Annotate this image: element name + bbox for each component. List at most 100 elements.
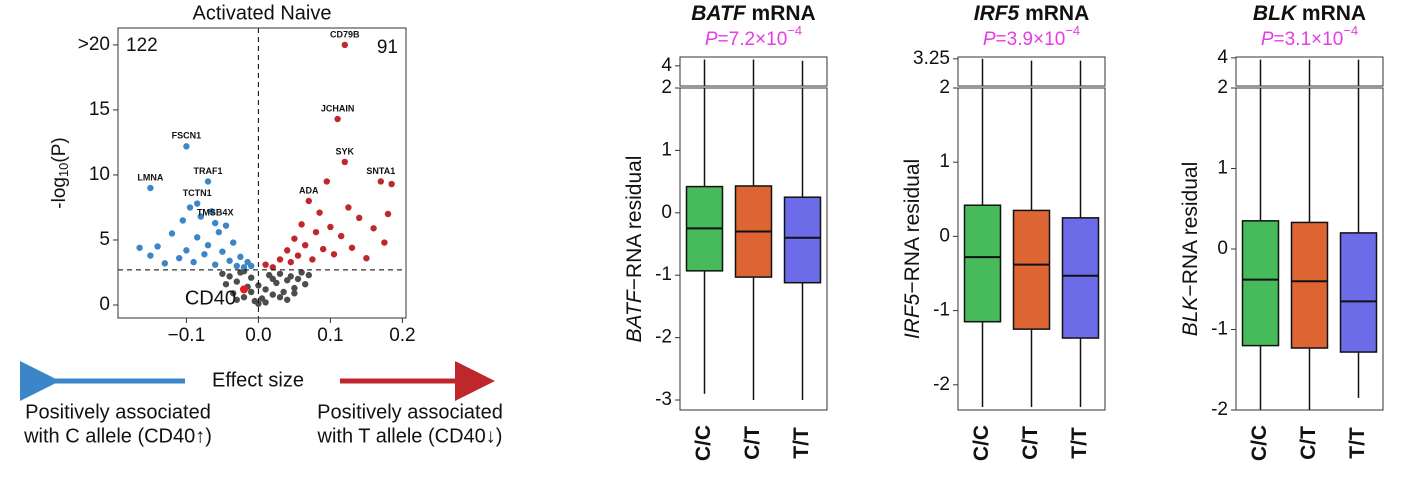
x-tick-label: 0.1 [317,325,343,346]
p-value: P=3.1×10−4 [1261,23,1358,50]
top-frame [679,56,828,87]
point [276,256,284,263]
point [262,286,269,293]
y-tick-label: 1 [661,139,672,160]
point [287,258,294,266]
y-tick-label: 3.25 [913,48,950,69]
point [287,273,294,280]
p-number: =3.9×10 [996,29,1066,50]
box [1339,232,1378,353]
point [168,230,176,237]
y-tick-label: 2 [1217,77,1228,98]
point [204,178,212,185]
point [291,284,298,292]
y-tick-label: >20 [78,34,110,55]
gene: BLK [1253,2,1298,25]
category-label: C/T [1019,426,1042,460]
gene-label: JCHAIN [321,103,355,113]
point [219,248,226,255]
point [222,280,230,288]
point [186,204,194,211]
p-number: =7.2×10 [718,29,788,50]
plot-frame [1235,87,1384,411]
point [305,197,312,205]
point [248,274,255,281]
point [194,200,201,207]
category-label: T/T [790,427,813,459]
p-exponent: −4 [1065,23,1080,38]
gene-label: LMNA [137,172,163,182]
point [208,208,215,215]
point [334,115,341,123]
point [262,261,269,268]
point [269,264,276,271]
arrow-text: Positively associated [25,401,211,423]
box [1290,221,1329,349]
p-letter: P [983,29,996,50]
point [320,245,327,253]
gene: IRF5 [974,2,1020,25]
y-label-part: (P) [49,137,70,162]
x-tick-label: −0.1 [168,325,206,346]
y-tick-label: 0 [1217,238,1228,259]
category-label: C/C [970,425,993,461]
y-axis-label: -log10(P) [49,137,71,208]
box [1061,217,1100,339]
top-frame [1235,56,1384,87]
point [240,264,248,271]
y-tick-label: 2 [939,77,950,98]
highlight-point [240,285,248,294]
point [298,221,305,228]
point [341,158,348,166]
y-tick-label: 5 [99,229,110,250]
point [370,225,377,232]
point [269,291,276,298]
gene: BATF [623,289,646,342]
box [1012,209,1051,330]
y-tick-label: 2 [661,77,672,98]
plot-frame [679,87,828,411]
y-axis-label: BATF−RNA residual [623,156,646,343]
p-letter: P [1261,29,1274,50]
gene: BATF [691,2,747,25]
point [240,293,248,301]
p-value: P=7.2×10−4 [705,23,802,50]
y-tick-label: -1 [933,300,950,321]
x-tick-label: 0.0 [245,325,271,346]
point [233,278,240,285]
p-letter: P [705,29,718,50]
point [226,257,233,264]
point [294,252,302,259]
point [219,270,226,277]
point [309,256,316,263]
point [226,273,233,280]
point [230,239,237,246]
point [194,234,201,241]
point [190,258,197,266]
point [255,282,262,289]
title: Activated Naive [193,2,332,24]
point [384,210,392,218]
p-value: P=3.9×10−4 [983,23,1080,50]
gene: IRF5 [901,293,924,339]
p-exponent: −4 [787,23,802,38]
gene-label: SYK [336,146,355,156]
y-label-sub: 10 [56,163,71,177]
box [1241,220,1280,347]
gene-label: TRAF1 [194,166,223,176]
point [377,178,384,185]
plot-frame [957,87,1106,411]
point [212,219,219,227]
point [356,214,363,222]
gene-label: SNTA1 [366,166,395,176]
p-exponent: −4 [1343,23,1358,38]
point [291,290,298,297]
point [312,228,320,236]
point [183,143,190,150]
point [136,244,143,251]
point [348,244,356,251]
point [341,41,348,49]
point [338,232,345,240]
